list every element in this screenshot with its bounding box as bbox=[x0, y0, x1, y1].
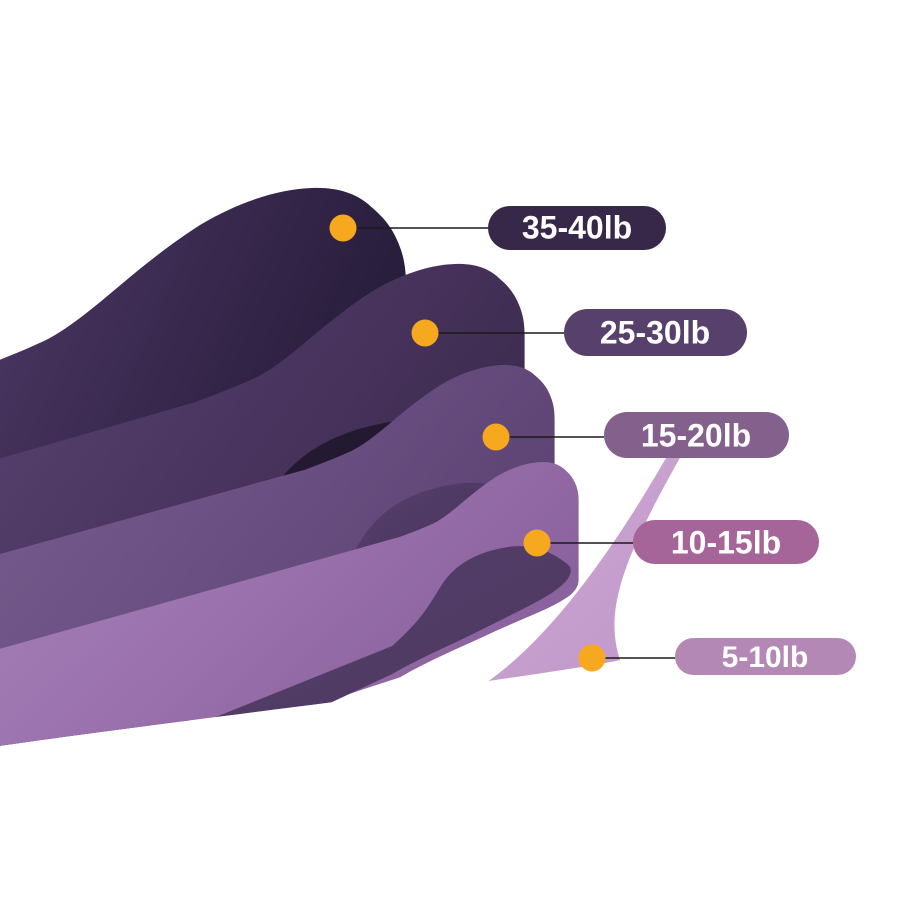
svg-text:5-10lb: 5-10lb bbox=[722, 641, 809, 674]
svg-text:10-15lb: 10-15lb bbox=[671, 524, 781, 560]
svg-text:25-30lb: 25-30lb bbox=[600, 314, 710, 350]
svg-text:15-20lb: 15-20lb bbox=[641, 417, 751, 453]
svg-text:35-40lb: 35-40lb bbox=[522, 209, 632, 245]
